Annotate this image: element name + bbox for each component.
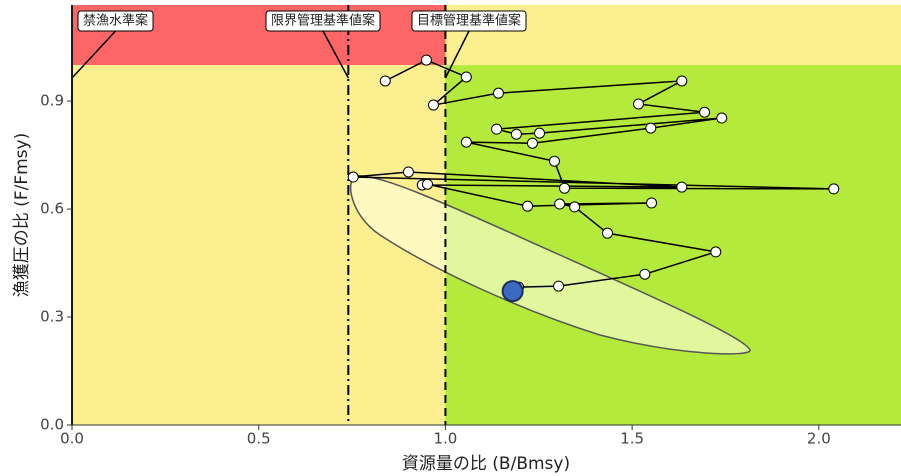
y-axis-title: 漁獲圧の比 (F/Fmsy) [12,133,32,297]
reference-label: 禁漁水準案 [83,13,148,29]
point [716,112,728,124]
leader-line [71,30,117,79]
point [491,123,503,135]
point [676,75,688,87]
y-tick-label: 0.0 [40,416,64,434]
x-tick-label: 0.5 [247,430,271,448]
point [460,136,472,148]
point [559,182,571,194]
point [347,171,359,183]
point [534,127,546,139]
reference-label: 目標管理基準値案 [417,13,521,29]
leader-line [322,30,349,79]
x-tick-label: 2.0 [807,430,831,448]
x-tick-label: 1.5 [620,430,644,448]
y-tick-label: 0.9 [40,92,64,110]
x-tick-label: 1.0 [433,430,457,448]
point [421,178,433,190]
point [569,201,581,213]
point [554,198,566,210]
point [553,280,565,292]
point [645,122,657,134]
point [522,200,534,212]
current-point [501,280,524,303]
point [460,71,472,83]
x-tick-label: 0.0 [60,430,84,448]
point [699,106,711,118]
point [420,54,432,66]
point [710,246,722,258]
y-tick-label: 0.3 [40,308,64,326]
point [492,87,504,99]
reference-label: 限界管理基準値案 [271,13,375,29]
point [548,155,560,167]
point [828,183,840,195]
point [639,268,651,280]
point [646,197,658,209]
point [402,166,414,178]
point [526,137,538,149]
point [632,98,644,110]
confidence-region [349,175,751,355]
y-tick-label: 0.6 [40,200,64,218]
point [510,128,522,140]
point [676,181,688,193]
point [601,227,613,239]
x-axis-title: 資源量の比 (B/Bmsy) [402,454,570,474]
zone-yellow [72,65,446,425]
point [379,75,391,87]
point [427,99,439,111]
